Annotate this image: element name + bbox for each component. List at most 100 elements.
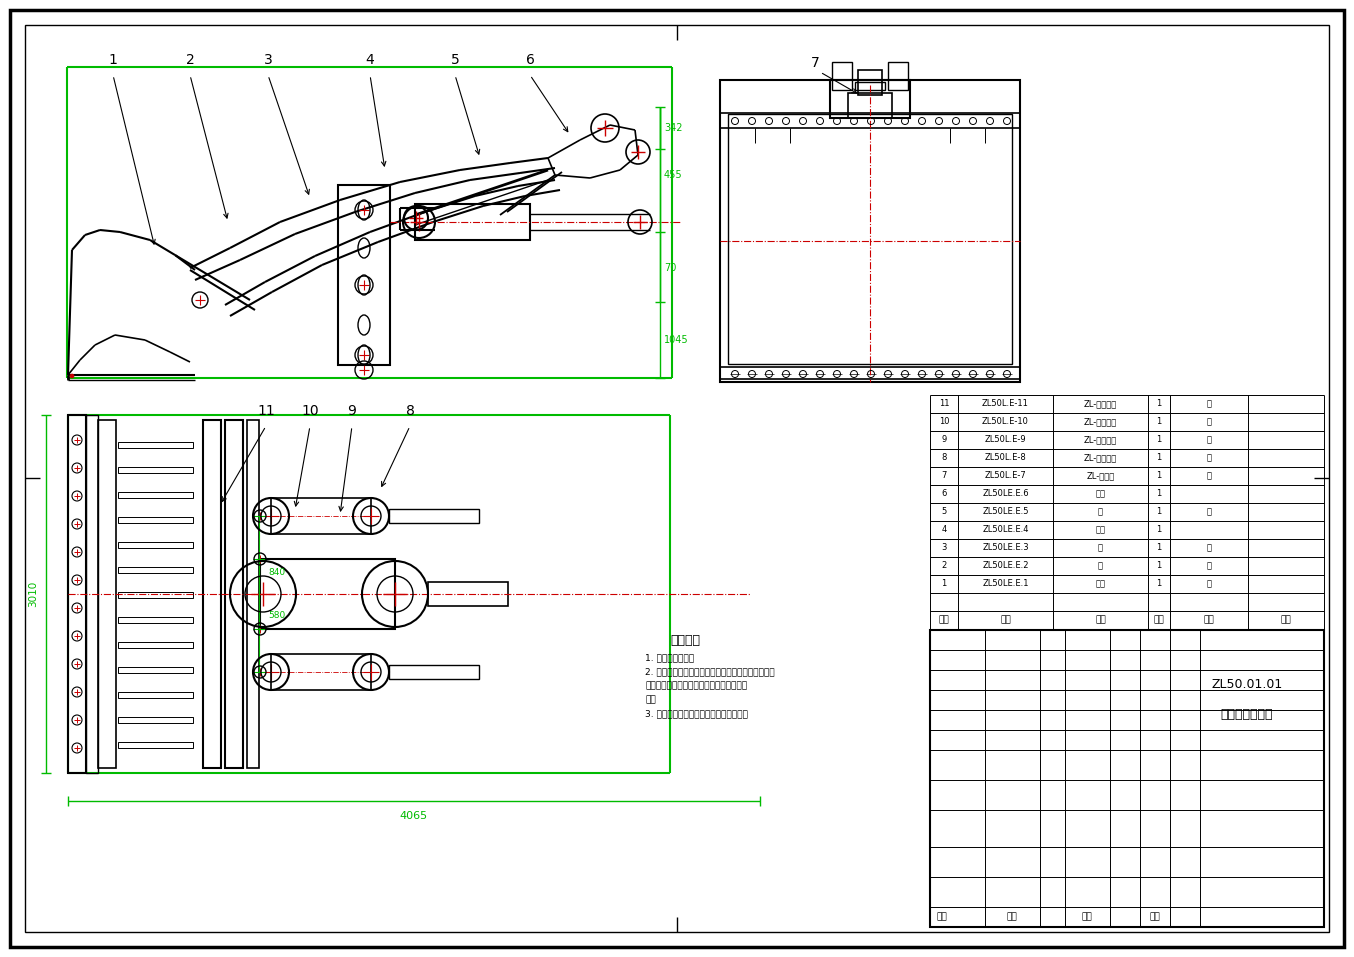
Text: 序号: 序号 [938, 615, 949, 625]
Text: 件: 件 [1206, 454, 1212, 462]
Text: 10: 10 [938, 417, 949, 427]
Text: 3: 3 [264, 53, 272, 67]
Bar [720, 367, 1020, 379]
Text: 代号: 代号 [1001, 615, 1011, 625]
Text: ZL50LE.E.2: ZL50LE.E.2 [982, 562, 1029, 570]
Text: 摄: 摄 [1098, 562, 1104, 570]
Bar [118, 517, 194, 523]
Text: 1: 1 [1156, 417, 1162, 427]
Text: 验。: 验。 [645, 696, 655, 704]
Text: ZL50L.E-7: ZL50L.E-7 [984, 472, 1026, 480]
Text: 4: 4 [941, 525, 946, 535]
Text: 840: 840 [268, 568, 286, 577]
Text: ZL50L.E-9: ZL50L.E-9 [984, 435, 1026, 444]
Text: 1: 1 [1156, 435, 1162, 444]
Text: 9: 9 [348, 404, 356, 418]
Text: 455: 455 [663, 170, 682, 180]
Text: 1: 1 [1156, 544, 1162, 552]
Bar [338, 185, 390, 365]
Text: 件: 件 [1206, 472, 1212, 480]
Text: 11: 11 [938, 399, 949, 409]
Bar [858, 70, 881, 95]
Text: ZL-一斗总成: ZL-一斗总成 [1083, 399, 1117, 409]
Text: 8: 8 [406, 404, 414, 418]
Text: 1045: 1045 [663, 335, 689, 345]
Text: 6: 6 [941, 489, 946, 499]
Text: 1: 1 [108, 53, 118, 67]
Text: 件: 件 [1206, 417, 1212, 427]
Text: 1: 1 [1156, 562, 1162, 570]
Bar [720, 113, 1020, 128]
Bar [271, 498, 371, 534]
Text: 580: 580 [268, 611, 286, 620]
Text: 摄: 摄 [1098, 507, 1104, 517]
Bar [118, 592, 194, 598]
Text: 1: 1 [1156, 489, 1162, 499]
Text: 70: 70 [663, 263, 677, 273]
Bar [389, 665, 479, 679]
Text: 10: 10 [301, 404, 318, 418]
Bar [728, 114, 1011, 364]
Text: ZL-一斗总成: ZL-一斗总成 [1083, 454, 1117, 462]
Bar [830, 80, 910, 118]
Bar [118, 442, 194, 448]
Text: 1: 1 [1156, 472, 1162, 480]
Text: 技术要求: 技术要求 [670, 634, 700, 647]
Text: 备注: 备注 [1281, 615, 1292, 625]
Text: ZL-连一斗: ZL-连一斗 [1086, 472, 1114, 480]
Bar [848, 93, 892, 118]
Bar [118, 692, 194, 698]
Text: 工艺: 工艺 [1082, 913, 1093, 922]
Text: ZL50LE.E.6: ZL50LE.E.6 [982, 489, 1029, 499]
Bar [118, 617, 194, 623]
Text: 5: 5 [451, 53, 459, 67]
Text: 名称: 名称 [1095, 615, 1106, 625]
Text: ZL50L.E-11: ZL50L.E-11 [982, 399, 1029, 409]
Text: 数量: 数量 [1154, 615, 1164, 625]
Bar [118, 717, 194, 723]
Text: 审核: 审核 [1006, 913, 1017, 922]
Text: 摄桃: 摄桃 [1095, 580, 1105, 589]
Bar [118, 567, 194, 573]
Bar [720, 80, 1020, 382]
Text: 1: 1 [941, 580, 946, 589]
Circle shape [70, 374, 74, 378]
Bar [118, 642, 194, 648]
Text: 7: 7 [811, 56, 819, 70]
Bar [87, 415, 97, 773]
Text: 件: 件 [1206, 435, 1212, 444]
Text: 6: 6 [525, 53, 535, 67]
Text: 342: 342 [663, 123, 682, 133]
Bar [260, 559, 395, 629]
Text: 2. 进入涂覆境件及进入涂覆境件（包括外购件、外入: 2. 进入涂覆境件及进入涂覆境件（包括外购件、外入 [645, 667, 774, 677]
Text: 件: 件 [1206, 544, 1212, 552]
Text: ZL-一斗总成: ZL-一斗总成 [1083, 417, 1117, 427]
Bar [118, 492, 194, 498]
Bar [118, 542, 194, 548]
Bar [428, 582, 508, 606]
Text: 件: 件 [1206, 507, 1212, 517]
Text: 1: 1 [1156, 507, 1162, 517]
Text: 3. 组装后，测试流量及压力，均应符合。: 3. 组装后，测试流量及压力，均应符合。 [645, 709, 747, 719]
Bar [271, 654, 371, 690]
Text: 工作装置总成图: 工作装置总成图 [1221, 708, 1273, 722]
Bar [97, 420, 116, 768]
Bar [225, 420, 242, 768]
Text: 4065: 4065 [399, 811, 428, 821]
Bar [118, 467, 194, 473]
Text: 3010: 3010 [28, 581, 38, 607]
Text: ZL50L.E-10: ZL50L.E-10 [982, 417, 1029, 427]
Text: 4: 4 [366, 53, 374, 67]
Text: 1: 1 [1156, 399, 1162, 409]
Text: 8: 8 [941, 454, 946, 462]
Text: ZL50LE.E.4: ZL50LE.E.4 [982, 525, 1029, 535]
Text: 设计: 设计 [937, 913, 948, 922]
Text: ZL50LE.E.3: ZL50LE.E.3 [982, 544, 1029, 552]
Bar [930, 630, 1324, 927]
Text: 1: 1 [1156, 454, 1162, 462]
Text: 1. 去除毛刺飞边。: 1. 去除毛刺飞边。 [645, 654, 695, 662]
Text: 11: 11 [257, 404, 275, 418]
Bar [118, 667, 194, 673]
Text: ZL-一斗总成: ZL-一斗总成 [1083, 435, 1117, 444]
Text: 2: 2 [941, 562, 946, 570]
